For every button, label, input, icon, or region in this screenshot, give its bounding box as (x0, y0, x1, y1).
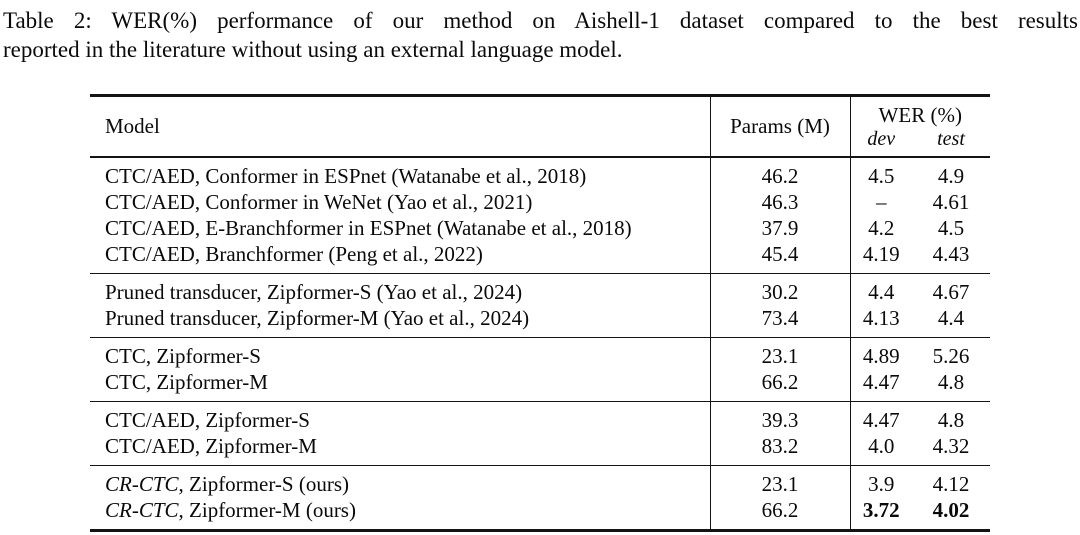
model-cell: CTC/AED, Conformer in WeNet (Yao et al.,… (90, 188, 711, 215)
dev-cell: 4.89 (862, 343, 900, 368)
col-header-model: Model (90, 95, 711, 157)
params-cell: 45.4 (710, 240, 851, 274)
model-cell: CTC/AED, Conformer in ESPnet (Watanabe e… (90, 156, 711, 189)
table-row: CTC, Zipformer-S 23.1 4.89 5.26 (90, 337, 990, 369)
params-cell: 73.4 (710, 304, 851, 338)
model-cell: CTC/AED, Zipformer-S (90, 401, 711, 433)
dev-cell: 4.13 (862, 305, 900, 330)
table-row: CTC/AED, Conformer in WeNet (Yao et al.,… (90, 188, 990, 215)
model-cell: CTC/AED, Zipformer-M (90, 432, 711, 466)
test-cell: 4.02 (932, 497, 970, 522)
table-row: CTC/AED, Branchformer (Peng et al., 2022… (90, 240, 990, 274)
row-group-ctc-aed-zipformer: CTC/AED, Zipformer-S 39.3 4.47 4.8 CTC/A… (90, 401, 990, 466)
col-header-wer: WER (%) (878, 102, 962, 127)
table-row: CTC/AED, Conformer in ESPnet (Watanabe e… (90, 156, 990, 189)
row-group-pruned-transducer: Pruned transducer, Zipformer-S (Yao et a… (90, 273, 990, 338)
row-group-ctc-aed-literature: CTC/AED, Conformer in ESPnet (Watanabe e… (90, 156, 990, 274)
row-group-ctc-zipformer: CTC, Zipformer-S 23.1 4.89 5.26 CTC, Zip… (90, 337, 990, 402)
caption-line-1: Table 2: WER(%) performance of our metho… (3, 8, 1078, 33)
model-cell: CTC/AED, Branchformer (Peng et al., 2022… (90, 240, 711, 274)
test-cell: 4.8 (937, 407, 965, 432)
table-row: CTC/AED, Zipformer-M 83.2 4.0 4.32 (90, 432, 990, 466)
table-header: Model Params (M) WER (%) dev test (90, 95, 990, 157)
test-cell: 4.8 (937, 369, 965, 394)
table-row: CR-CTC, Zipformer-S (ours) 23.1 3.9 4.12 (90, 465, 990, 497)
dev-cell: 4.4 (868, 279, 895, 304)
dev-cell: 3.72 (862, 497, 900, 522)
table-row: CTC/AED, Zipformer-S 39.3 4.47 4.8 (90, 401, 990, 433)
params-cell: 83.2 (710, 432, 851, 466)
model-cell: CTC/AED, E-Branchformer in ESPnet (Watan… (90, 214, 711, 241)
table-row: Pruned transducer, Zipformer-M (Yao et a… (90, 304, 990, 338)
model-cell: CTC, Zipformer-S (90, 337, 711, 369)
test-cell: 4.5 (937, 215, 965, 240)
table-row: CR-CTC, Zipformer-M (ours) 66.2 3.72 4.0… (90, 496, 990, 531)
test-cell: 4.32 (932, 433, 970, 458)
table-row: Pruned transducer, Zipformer-S (Yao et a… (90, 273, 990, 305)
params-cell: 30.2 (710, 273, 851, 305)
params-cell: 46.2 (710, 156, 851, 189)
params-cell: 66.2 (710, 368, 851, 402)
results-table-container: Model Params (M) WER (%) dev test CTC/AE… (90, 93, 990, 532)
table-row: CTC, Zipformer-M 66.2 4.47 4.8 (90, 368, 990, 402)
params-cell: 23.1 (710, 337, 851, 369)
test-cell: 4.9 (937, 163, 965, 188)
model-cell: Pruned transducer, Zipformer-M (Yao et a… (90, 304, 711, 338)
dev-cell: 4.0 (868, 433, 895, 458)
model-cell: CTC, Zipformer-M (90, 368, 711, 402)
params-cell: 66.2 (710, 496, 851, 531)
row-group-cr-ctc-ours: CR-CTC, Zipformer-S (ours) 23.1 3.9 4.12… (90, 465, 990, 531)
test-cell: 4.67 (932, 279, 970, 304)
dev-cell: 4.2 (868, 215, 895, 240)
test-cell: 4.43 (932, 241, 970, 266)
model-cell: CR-CTC, Zipformer-M (ours) (90, 496, 711, 531)
dev-cell: 4.47 (862, 369, 900, 394)
col-header-params: Params (M) (710, 95, 851, 157)
table-caption: Table 2: WER(%) performance of our metho… (0, 0, 1080, 65)
dev-cell: 4.5 (868, 163, 895, 188)
test-cell: 4.61 (932, 189, 970, 214)
results-table: Model Params (M) WER (%) dev test CTC/AE… (90, 93, 990, 532)
dev-cell: 4.47 (862, 407, 900, 432)
dev-cell: – (876, 189, 887, 214)
params-cell: 37.9 (710, 214, 851, 241)
dev-cell: 4.19 (862, 241, 900, 266)
table-row: CTC/AED, E-Branchformer in ESPnet (Watan… (90, 214, 990, 241)
model-cell: CR-CTC, Zipformer-S (ours) (90, 465, 711, 497)
test-cell: 4.12 (932, 471, 970, 496)
params-cell: 46.3 (710, 188, 851, 215)
test-cell: 4.4 (937, 305, 965, 330)
params-cell: 23.1 (710, 465, 851, 497)
test-cell: 5.26 (932, 343, 970, 368)
model-cell: Pruned transducer, Zipformer-S (Yao et a… (90, 273, 711, 305)
dev-cell: 3.9 (868, 471, 895, 496)
caption-line-2: reported in the literature without using… (3, 36, 623, 62)
col-header-dev: dev (867, 127, 896, 150)
col-header-test: test (937, 127, 965, 150)
params-cell: 39.3 (710, 401, 851, 433)
